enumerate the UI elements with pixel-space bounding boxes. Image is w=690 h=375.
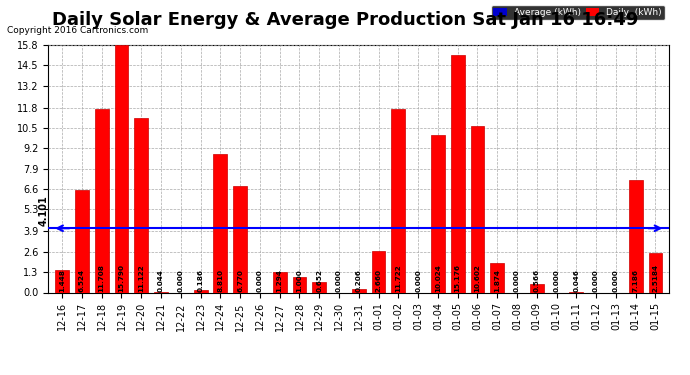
Bar bbox=[431, 135, 445, 292]
Text: 2.660: 2.660 bbox=[375, 269, 382, 292]
Text: 0.000: 0.000 bbox=[514, 269, 520, 292]
Text: Copyright 2016 Cartronics.com: Copyright 2016 Cartronics.com bbox=[7, 26, 148, 35]
Text: 15.790: 15.790 bbox=[119, 264, 124, 292]
Text: 4.101: 4.101 bbox=[39, 195, 48, 226]
Text: 10.602: 10.602 bbox=[475, 264, 480, 292]
Text: 2.5184: 2.5184 bbox=[653, 264, 658, 292]
Text: 0.000: 0.000 bbox=[593, 269, 599, 292]
Text: 7.186: 7.186 bbox=[633, 269, 639, 292]
Bar bbox=[313, 282, 326, 292]
Bar bbox=[352, 289, 366, 292]
Text: 15.176: 15.176 bbox=[455, 264, 461, 292]
Text: 11.122: 11.122 bbox=[138, 264, 144, 292]
Text: 11.722: 11.722 bbox=[395, 264, 402, 292]
Text: 6.524: 6.524 bbox=[79, 269, 85, 292]
Text: 0.000: 0.000 bbox=[415, 269, 421, 292]
Text: 0.000: 0.000 bbox=[553, 269, 560, 292]
Bar bbox=[194, 290, 208, 292]
Text: 1.448: 1.448 bbox=[59, 269, 65, 292]
Bar bbox=[293, 277, 306, 292]
Text: 0.000: 0.000 bbox=[178, 269, 184, 292]
Text: 1.000: 1.000 bbox=[297, 269, 302, 292]
Text: 0.044: 0.044 bbox=[158, 269, 164, 292]
Bar bbox=[629, 180, 642, 292]
Bar bbox=[75, 190, 89, 292]
Text: 1.294: 1.294 bbox=[277, 269, 283, 292]
Bar bbox=[372, 251, 386, 292]
Bar bbox=[135, 118, 148, 292]
Text: 0.046: 0.046 bbox=[573, 269, 580, 292]
Text: 0.000: 0.000 bbox=[257, 269, 263, 292]
Legend: Average (kWh), Daily  (kWh): Average (kWh), Daily (kWh) bbox=[491, 5, 664, 20]
Bar bbox=[213, 154, 227, 292]
Bar bbox=[451, 55, 464, 292]
Bar bbox=[649, 253, 662, 292]
Text: 0.652: 0.652 bbox=[316, 269, 322, 292]
Bar bbox=[233, 186, 247, 292]
Text: 8.810: 8.810 bbox=[217, 269, 224, 292]
Text: 0.566: 0.566 bbox=[534, 268, 540, 292]
Bar bbox=[471, 126, 484, 292]
Text: 1.874: 1.874 bbox=[494, 269, 500, 292]
Bar bbox=[491, 263, 504, 292]
Text: 10.024: 10.024 bbox=[435, 264, 441, 292]
Text: 6.770: 6.770 bbox=[237, 269, 243, 292]
Bar bbox=[530, 284, 544, 292]
Text: 0.000: 0.000 bbox=[613, 269, 619, 292]
Bar bbox=[115, 45, 128, 292]
Text: 0.206: 0.206 bbox=[356, 269, 362, 292]
Text: 11.708: 11.708 bbox=[99, 264, 105, 292]
Text: 0.000: 0.000 bbox=[336, 269, 342, 292]
Bar bbox=[391, 109, 405, 292]
Text: 0.186: 0.186 bbox=[197, 269, 204, 292]
Text: Daily Solar Energy & Average Production Sat Jan 16 16:49: Daily Solar Energy & Average Production … bbox=[52, 11, 638, 29]
Bar bbox=[273, 272, 286, 292]
Bar bbox=[95, 109, 108, 292]
Bar bbox=[55, 270, 69, 292]
